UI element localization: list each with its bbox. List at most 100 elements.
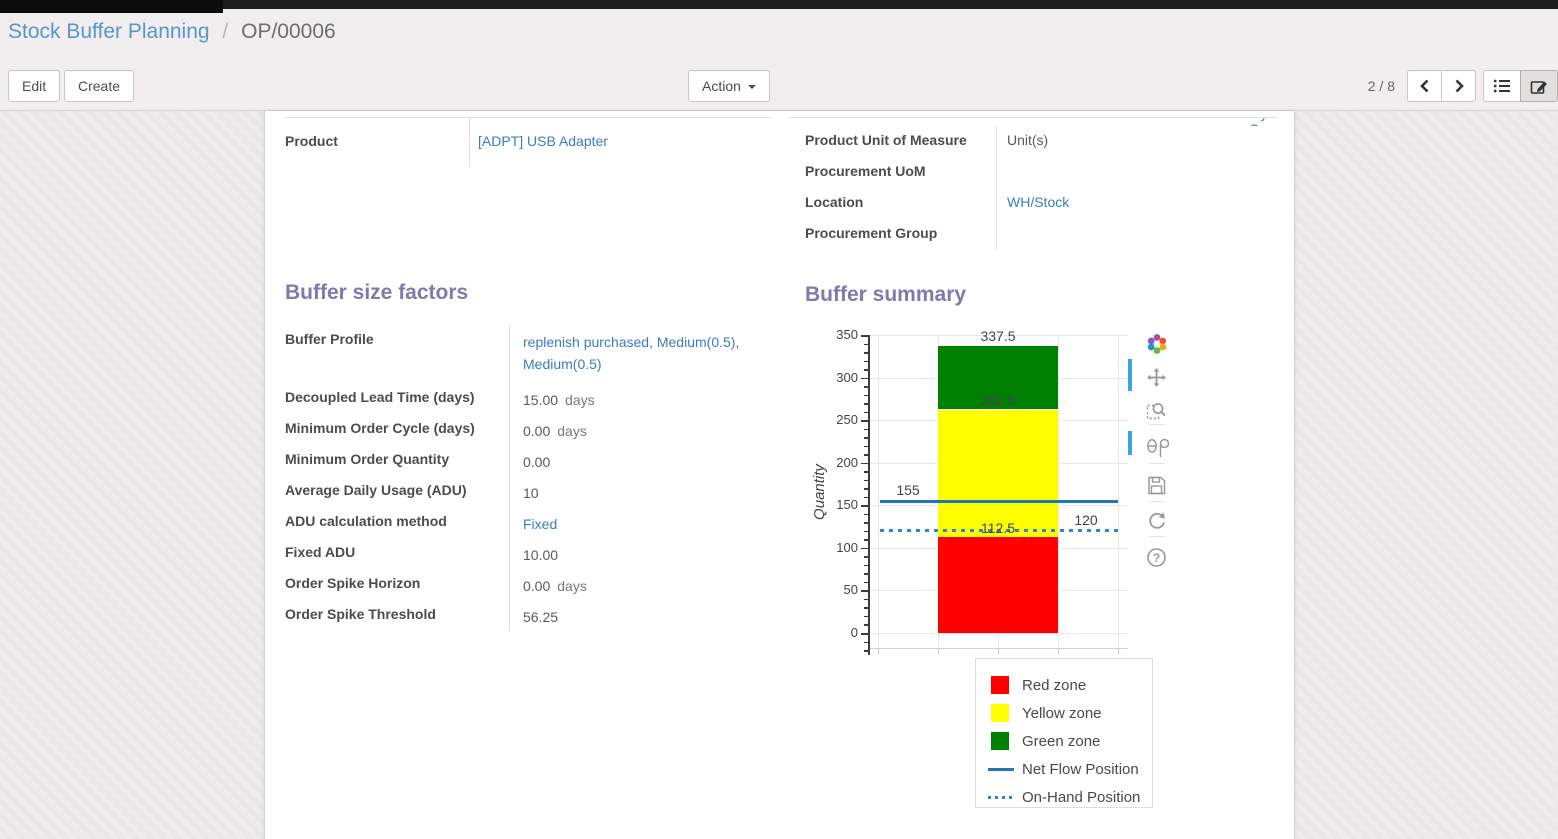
field-label: Procurement UoM: [789, 157, 997, 188]
hover-compare-icon[interactable]: [1146, 437, 1170, 459]
legend-item: On-Hand Position: [976, 783, 1152, 811]
y-axis-minor-tick: [864, 437, 868, 439]
create-button[interactable]: Create: [64, 70, 135, 102]
y-axis-minor-tick: [864, 488, 868, 490]
x-axis-tick: [1058, 648, 1059, 654]
save-icon[interactable]: [1146, 475, 1168, 497]
field-row: Decoupled Lead Time (days) 15.00 days: [285, 383, 771, 414]
svg-text:?: ?: [1153, 551, 1160, 565]
field-value-link[interactable]: replenish purchased, Medium(0.5), Medium…: [523, 334, 740, 372]
procurement-field-group: My Company Product Unit of Measure Unit(s)…: [789, 117, 1277, 250]
field-value[interactable]: WH/Stock: [997, 188, 1069, 219]
breadcrumb-parent-link[interactable]: Stock Buffer Planning: [8, 20, 210, 43]
edit-button[interactable]: Edit: [8, 70, 61, 102]
field-value-text: 0.00: [523, 423, 551, 439]
y-axis-minor-tick: [864, 471, 868, 473]
net-flow-position-line: [880, 499, 1118, 503]
action-dropdown-button[interactable]: Action: [688, 70, 770, 102]
product-link[interactable]: [ADPT] USB Adapter: [478, 133, 608, 149]
legend-label: Green zone: [1022, 732, 1101, 750]
y-axis-minor-tick: [864, 624, 868, 626]
field-value-text: 0.00: [523, 578, 551, 594]
field-value-text: 15.00: [523, 392, 559, 408]
list-view-button[interactable]: [1483, 70, 1521, 102]
field-label: Location: [789, 188, 997, 219]
modebar-separator: [1149, 463, 1165, 464]
field-value: Unit(s): [997, 126, 1048, 157]
y-tick-label: 200: [836, 454, 858, 470]
modebar-active-indicator: [1128, 431, 1132, 455]
y-axis-minor-tick: [864, 607, 868, 609]
modebar-separator: [1149, 501, 1165, 502]
field-row: Product Unit of Measure Unit(s): [789, 126, 1277, 157]
field-value-link[interactable]: Fixed: [523, 516, 558, 532]
y-axis-major-tick: [861, 335, 868, 337]
field-value-link[interactable]: WH/Stock: [1007, 194, 1070, 210]
field-value: 0.00 days: [510, 569, 758, 600]
field-row: Buffer Profile replenish purchased, Mediu…: [285, 325, 771, 383]
legend-square-swatch: [991, 732, 1009, 750]
x-axis-tick: [878, 648, 879, 654]
field-value[interactable]: [ADPT] USB Adapter: [470, 118, 608, 166]
y-axis-minor-tick: [864, 479, 868, 482]
y-tick-label: 150: [836, 497, 858, 513]
x-axis-tick: [938, 648, 939, 654]
chevron-down-icon: [747, 85, 756, 90]
y-axis-minor-tick: [864, 428, 868, 431]
gridline-vertical: [878, 335, 879, 648]
y-axis-minor-tick: [864, 650, 868, 652]
red-zone-bar-segment: [938, 537, 1058, 633]
zone-top-label: 262.5: [980, 392, 1016, 408]
pager-next-button[interactable]: [1441, 70, 1476, 102]
y-axis-minor-tick: [864, 615, 868, 618]
y-tick-label: 100: [836, 539, 858, 555]
y-axis-minor-tick: [864, 352, 868, 354]
field-label: Order Spike Threshold: [285, 600, 510, 631]
y-axis-minor-tick: [864, 581, 868, 584]
y-axis-minor-tick: [864, 573, 868, 575]
legend-square-swatch: [991, 704, 1009, 722]
breadcrumb-current: OP/00006: [241, 20, 336, 43]
chevron-right-icon: [1455, 79, 1464, 93]
pager-counter: 2 / 8: [1367, 78, 1395, 94]
clipped-field-value: My Company: [1249, 118, 1277, 126]
net-flow-position-label: 155: [896, 482, 920, 499]
field-label: Decoupled Lead Time (days): [285, 383, 510, 414]
on-hand-position-line: [880, 529, 1118, 533]
box-zoom-icon[interactable]: [1146, 400, 1168, 422]
field-row: Product [ADPT] USB Adapter: [285, 118, 771, 166]
reset-axes-icon[interactable]: [1146, 510, 1168, 532]
plotly-logo-icon[interactable]: [1146, 333, 1168, 355]
y-axis-minor-tick: [864, 539, 868, 541]
y-axis-line: [868, 335, 870, 655]
field-label: Fixed ADU: [285, 538, 510, 569]
help-icon[interactable]: ?: [1146, 547, 1168, 569]
gridline-vertical: [1118, 335, 1119, 648]
clipped-field-row: My Company: [789, 118, 1277, 126]
y-axis-minor-tick: [864, 641, 868, 643]
field-value-text: 56.25: [523, 609, 559, 625]
field-value: 10: [510, 476, 758, 507]
page-background: Product[ADPT] USB Adapter My CompanyProd…: [0, 111, 1558, 839]
yellow-zone-bar-segment: [938, 409, 1058, 538]
field-value[interactable]: Fixed: [510, 507, 758, 538]
legend-line-swatch: [988, 767, 1014, 771]
field-value: 10.00: [510, 538, 758, 569]
legend-dots-swatch: [988, 795, 1014, 799]
field-label: Minimum Order Cycle (days): [285, 414, 510, 445]
pager-previous-button[interactable]: [1407, 70, 1442, 102]
field-value[interactable]: replenish purchased, Medium(0.5), Medium…: [510, 325, 758, 383]
field-value: 0.00: [510, 445, 758, 476]
zone-top-label: 112.5: [981, 519, 1015, 536]
on-hand-position-label: 120: [1074, 511, 1098, 528]
field-value: [997, 157, 1007, 188]
control-panel: Stock Buffer Planning / OP/00006 Edit Cr…: [0, 13, 1558, 111]
form-view-button[interactable]: [1520, 70, 1558, 102]
breadcrumb-separator: /: [222, 20, 229, 43]
y-tick-label: 250: [836, 412, 858, 428]
pan-icon[interactable]: [1146, 367, 1168, 389]
green-zone-legend-marker: [988, 732, 1014, 750]
legend-label: Red zone: [1022, 676, 1087, 694]
y-axis-minor-tick: [864, 445, 868, 448]
